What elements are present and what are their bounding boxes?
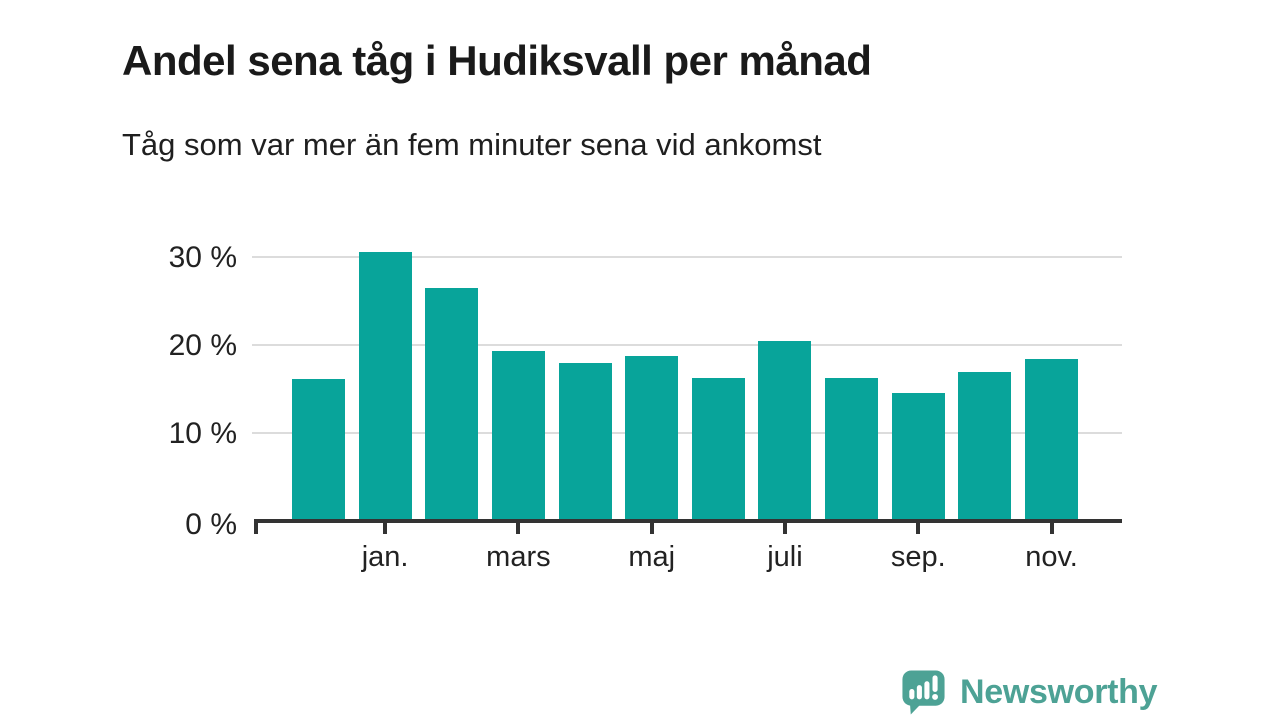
x-axis-line — [254, 519, 1122, 523]
x-axis-start-tick — [254, 519, 258, 534]
x-axis-tick-mars — [516, 519, 521, 534]
x-axis-tick-label: sep. — [890, 541, 946, 573]
chart-title: Andel sena tåg i Hudiksvall per månad — [122, 37, 872, 85]
gridline-10 — [252, 432, 1122, 434]
x-axis-tick-label: juli — [767, 541, 803, 573]
bar-nov. — [1025, 359, 1079, 521]
chart-subtitle: Tåg som var mer än fem minuter sena vid … — [122, 127, 822, 162]
x-axis-tick-maj — [649, 519, 654, 534]
x-axis-tick-label: nov. — [1025, 541, 1078, 573]
gridline-20 — [252, 344, 1122, 346]
newsworthy-wordmark: Newsworthy — [960, 672, 1158, 711]
y-axis-tick-label: 0 % — [185, 508, 237, 541]
newsworthy-logo-icon — [900, 668, 947, 715]
bar-juli — [758, 340, 812, 521]
x-axis-tick-nov. — [1049, 519, 1054, 534]
x-axis-tick-jan. — [383, 519, 388, 534]
x-axis-tick-label: jan. — [361, 541, 409, 573]
newsworthy-logo: Newsworthy — [900, 668, 1158, 715]
x-axis-tick-label: mars — [486, 541, 551, 573]
bar-maj — [625, 355, 679, 521]
bar-dec. — [292, 379, 345, 521]
bar-sep. — [891, 392, 945, 521]
bar-jan. — [358, 251, 412, 521]
bar-feb. — [425, 287, 479, 521]
gridline-30 — [252, 256, 1122, 258]
y-axis-tick-label: 30 % — [168, 241, 237, 274]
x-axis-tick-juli — [782, 519, 787, 534]
bar-juni — [691, 378, 745, 521]
bar-april — [558, 363, 612, 521]
y-axis-tick-label: 10 % — [168, 417, 237, 450]
y-axis-tick-label: 20 % — [168, 329, 237, 362]
x-axis-tick-label: maj — [628, 541, 676, 573]
bar-okt. — [958, 372, 1012, 521]
x-axis-tick-sep. — [916, 519, 921, 534]
bar-mars — [491, 351, 545, 521]
bar-aug. — [825, 377, 879, 521]
